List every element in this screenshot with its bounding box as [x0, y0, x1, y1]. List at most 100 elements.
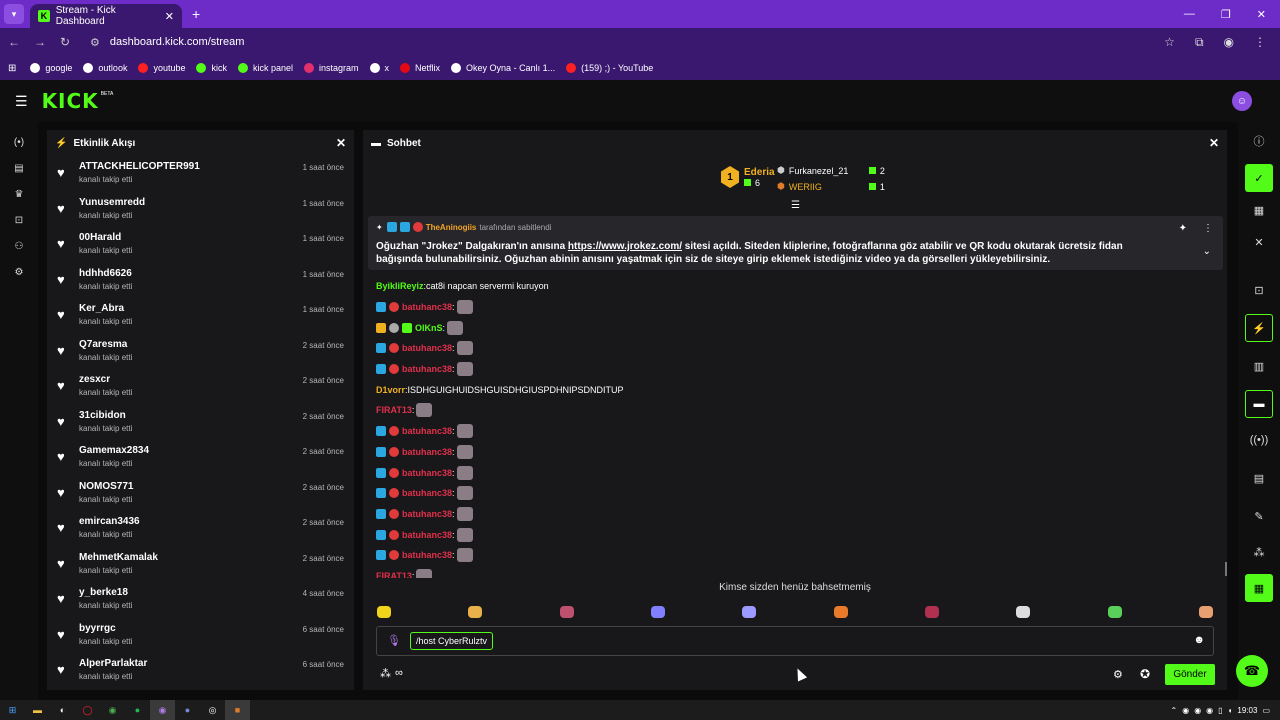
chat-emote-icon[interactable]	[456, 341, 473, 356]
dashboard-icon[interactable]: ▤	[14, 162, 24, 174]
browser-tab[interactable]: K Stream - Kick Dashboard ✕	[30, 4, 182, 28]
pinned-user[interactable]: TheAninogiis	[425, 222, 477, 232]
activity-item[interactable]: ♥ y_berke18 kanalı takip etti 4 saat önce	[47, 582, 354, 618]
activity-item[interactable]: ♥ ATTACKHELICOPTER991 kanalı takip etti 1 s…	[47, 156, 354, 192]
chat-username[interactable]: batuhanc38	[402, 364, 453, 375]
settings-icon[interactable]: ⚙	[14, 266, 24, 278]
activity-feed-icon[interactable]: ⚡	[1245, 314, 1273, 342]
emote-icon[interactable]	[1198, 606, 1213, 618]
tray-chevron-icon[interactable]: ⌃	[1170, 705, 1178, 715]
clapper-icon[interactable]: ▦	[1245, 574, 1273, 602]
follower-name[interactable]: 00Harald	[79, 232, 122, 243]
more-options-icon[interactable]: ⋮	[1203, 223, 1213, 234]
close-panel-icon[interactable]: ✕	[1254, 236, 1264, 249]
steam-icon[interactable]: ◐	[59, 705, 66, 715]
minimize-icon[interactable]: —	[1183, 7, 1195, 20]
follower-name[interactable]: MehmetKamalak	[79, 551, 158, 563]
browser-menu-icon[interactable]: ⋮	[1254, 34, 1266, 49]
bookmark-star-icon[interactable]: ☆	[1164, 34, 1175, 49]
activity-item[interactable]: ♥ emircan3436 kanalı takip etti 2 saat önce	[47, 511, 354, 547]
chat-username[interactable]: batuhanc38	[402, 302, 453, 313]
gift-sub-icon[interactable]: ✪	[1140, 667, 1151, 681]
follower-name[interactable]: hdhhd6626	[79, 267, 132, 279]
chat-username[interactable]: batuhanc38	[402, 446, 453, 457]
chat-username[interactable]: FIRAT13	[376, 570, 412, 578]
microphone-icon[interactable]: 🎙︎	[387, 635, 401, 647]
follower-name[interactable]: 31cibidon	[79, 409, 126, 421]
pinned-link[interactable]: https://www.jrokez.com/	[567, 241, 683, 252]
chat-username[interactable]: D1vorr	[376, 384, 406, 395]
discord-icon[interactable]: ●	[184, 705, 191, 715]
chat-emote-icon[interactable]	[416, 403, 433, 418]
clock[interactable]: 19:03	[1237, 705, 1258, 715]
notifications-icon[interactable]: ▭	[1262, 705, 1270, 715]
chat-input-value[interactable]: /host CyberRulztv	[410, 632, 494, 650]
kick-points-icon[interactable]: ⁂	[380, 668, 391, 680]
apps-icon[interactable]: ⁂	[1253, 546, 1265, 559]
chat-input[interactable]: 🎙︎ /host CyberRulztv ☻	[376, 626, 1214, 656]
opera-icon[interactable]: ◯	[82, 704, 93, 715]
profile-icon[interactable]: ◉	[1223, 34, 1234, 49]
windows-start-icon[interactable]: ⊞	[8, 704, 17, 715]
close-chat-icon[interactable]: ✕	[1208, 136, 1219, 150]
volume-icon[interactable]: ◖	[1227, 705, 1233, 715]
chat-scrollbar[interactable]	[1225, 562, 1227, 576]
reload-icon[interactable]: ↻	[60, 35, 71, 49]
kick-logo[interactable]: KICK	[41, 89, 99, 113]
activity-item[interactable]: ♥ zesxcr kanalı takip etti 2 saat önce	[47, 369, 354, 405]
tray-app-icon[interactable]: ◉	[1194, 705, 1202, 715]
trophy-icon[interactable]: ♛	[14, 188, 24, 200]
obs-icon[interactable]: ◎	[208, 704, 217, 715]
info-icon[interactable]: ⓘ	[1253, 136, 1265, 148]
follower-name[interactable]: Ker_Abra	[79, 303, 125, 314]
tray-app-icon[interactable]: ◉	[1206, 705, 1214, 715]
forward-icon[interactable]: →	[34, 35, 46, 49]
app-icon[interactable]: ■	[225, 700, 250, 720]
emote-icon[interactable]	[833, 606, 848, 618]
bookmark-item[interactable]: Netflix	[400, 63, 440, 73]
leaderboard-first[interactable]: 1 Ederia 6	[721, 166, 775, 188]
file-explorer-icon[interactable]: ▬	[33, 705, 42, 715]
chat-settings-icon[interactable]: ⚙	[1113, 669, 1123, 681]
activity-item[interactable]: ♥ hdhhd6626 kanalı takip etti 1 saat önce	[47, 263, 354, 299]
activity-item[interactable]: ♥ Ker_Abra kanalı takip etti 1 saat önce	[47, 298, 354, 334]
emote-icon[interactable]	[468, 606, 483, 618]
follower-name[interactable]: Yunusemredd	[79, 196, 146, 208]
chevron-down-icon[interactable]: ⌄	[1202, 246, 1211, 257]
emote-icon[interactable]	[650, 606, 665, 618]
close-window-icon[interactable]: ✕	[1256, 8, 1266, 21]
extensions-icon[interactable]: ⧉	[1194, 34, 1204, 49]
activity-item[interactable]: ♥ 00Harald kanalı takip etti 1 saat önce	[47, 227, 354, 263]
emote-icon[interactable]	[1016, 606, 1031, 618]
activity-item[interactable]: ♥ AlperParlaktar kanalı takip etti 6 saat ö…	[47, 653, 354, 689]
activity-item[interactable]: ♥ NOMOS771 kanalı takip etti 2 saat önce	[47, 476, 354, 512]
chat-filter-icon[interactable]: ☰	[791, 200, 800, 211]
chat-emote-icon[interactable]	[456, 465, 473, 480]
menu-icon[interactable]: ☰	[15, 92, 28, 109]
chat-emote-icon[interactable]	[456, 527, 473, 542]
follower-name[interactable]: ATTACKHELICOPTER991	[79, 161, 200, 172]
bookmark-item[interactable]: kick	[196, 63, 227, 73]
layout-icon[interactable]: ▦	[1253, 204, 1265, 217]
bookmark-item[interactable]: instagram	[304, 63, 359, 73]
community-icon[interactable]: ⚇	[14, 240, 24, 252]
activity-item[interactable]: ♥ byyrrgc kanalı takip etti 6 saat önce	[47, 618, 354, 654]
emote-icon[interactable]	[742, 606, 757, 618]
bookmark-item[interactable]: outlook	[83, 63, 127, 73]
follower-name[interactable]: zesxcr	[79, 374, 111, 385]
chat-emote-icon[interactable]	[456, 548, 473, 563]
leaderboard-third[interactable]: ⬢ WERIIG 1	[777, 181, 885, 192]
wrench-icon[interactable]: ✎	[1254, 510, 1264, 523]
chat-username[interactable]: ByikliReyiz	[376, 281, 424, 292]
user-avatar[interactable]: ☺	[1232, 91, 1252, 111]
new-tab-button[interactable]: +	[192, 6, 201, 22]
send-button[interactable]: Gönder	[1165, 664, 1215, 685]
follower-name[interactable]: AlperParlaktar	[79, 658, 148, 669]
network-icon[interactable]: ▯	[1218, 705, 1223, 715]
bookmark-item[interactable]: x	[369, 63, 389, 73]
follower-name[interactable]: emircan3436	[79, 516, 140, 527]
follower-name[interactable]: byyrrgc	[79, 622, 116, 634]
bookmark-item[interactable]: Okey Oyna - Canlı 1...	[451, 63, 555, 73]
bookmark-item[interactable]: kick panel	[237, 63, 293, 73]
emote-icon[interactable]	[377, 606, 391, 618]
